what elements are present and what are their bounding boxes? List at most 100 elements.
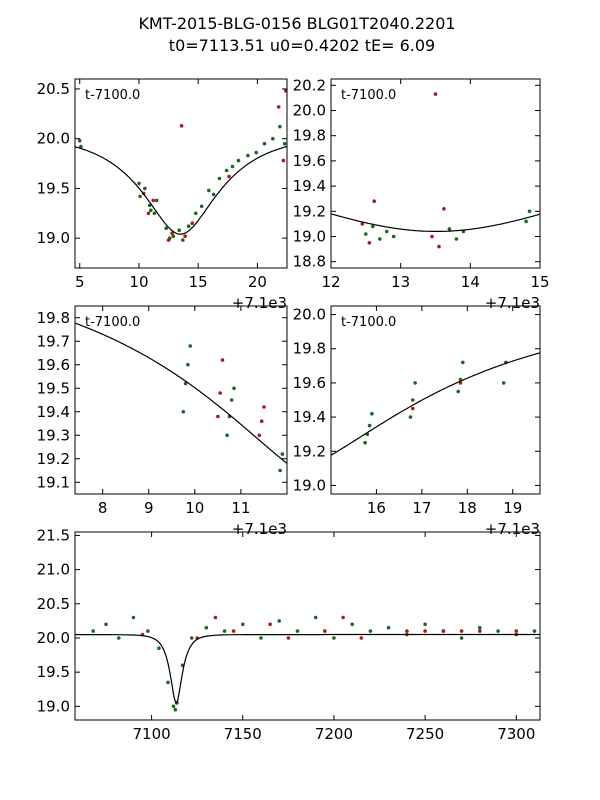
y-tick-label: 21.0 [37,561,70,579]
data-point-red [423,629,427,633]
panel-frame [74,531,541,721]
data-point-green [246,153,250,158]
data-point-green [146,629,150,633]
data-point-red [146,211,151,216]
y-tick-label: 20.5 [37,80,70,98]
data-point-green [181,238,185,242]
data-point-green [217,176,222,181]
x-tick-label: 10 [129,273,148,291]
data-point-green [131,615,136,620]
data-point-red [430,234,434,239]
y-tick-label: 19.6 [293,152,326,170]
figure-title-line1: KMT-2015-BLG-0156 BLG01T2040.2201 [138,14,455,33]
data-point-green [229,398,234,402]
y-tick-label: 19.5 [37,179,70,197]
data-point-green [211,192,216,197]
data-point-red [257,433,262,438]
data-point-green [478,625,482,630]
panel-zoom-4: 16 17 18 19 19.0 19.2 19.4 19.6 19.8 20.0 t-7100.0… [293,305,541,538]
data-point-green [313,615,318,620]
data-point-red [276,105,281,109]
data-point-green [207,188,211,193]
data-point-red [281,158,286,163]
data-point-red [286,636,291,640]
x-tick-label: 8 [98,499,108,517]
data-point-green [188,344,192,348]
data-point-green [411,398,415,402]
data-point-red [367,241,372,245]
y-tick-label: 18.8 [293,253,326,271]
data-point-red [170,231,174,235]
y-tick-label: 19.8 [293,127,326,145]
data-point-green [384,229,389,234]
data-point-green [496,629,500,633]
panel-frame [74,78,288,269]
model-curve [331,352,540,456]
data-point-red [372,199,377,203]
data-point-green [194,211,198,216]
data-point-green [186,362,190,367]
y-tick-label: 19.5 [37,379,70,397]
data-point-green [137,181,141,186]
data-point-green [368,629,373,633]
data-point-green [370,411,374,416]
y-tick-label: 19.4 [293,177,326,195]
data-point-green [295,629,300,633]
y-tick-label: 20.0 [37,629,70,647]
data-point-green [278,124,282,129]
data-point-red [231,629,236,633]
y-tick-label: 19.6 [293,374,326,392]
data-point-green [459,636,464,640]
data-point-red [360,222,365,226]
data-point-green [186,224,191,228]
x-offset-label: +7.1e3 [485,294,540,312]
data-point-green [350,622,355,627]
data-point-green [282,141,287,146]
data-point-green [280,452,285,456]
data-point-green [230,164,235,169]
data-point-green [364,232,368,236]
plot-area [331,92,540,249]
data-point-red [459,629,464,633]
data-point-red [437,244,441,249]
model-curve [75,633,540,705]
y-tick-label: 19.3 [37,426,70,444]
data-point-green [143,186,147,191]
data-point-green [277,619,282,623]
data-point-green [189,636,194,640]
data-point-green [527,209,532,214]
data-point-red [478,629,482,633]
y-tick-label: 20.0 [37,130,70,148]
data-point-green [413,381,417,385]
y-tick-label: 19.0 [293,476,326,494]
x-tick-label: 7100 [132,725,170,743]
data-point-green [371,224,375,229]
panel-zoom-2: 12 13 14 15 18.8 19.0 19.2 19.4 19.6 19.8 20.0 20.2… [293,76,550,312]
y-tick-label: 20.2 [293,76,326,94]
data-point-green [236,158,241,163]
y-tick-label: 19.0 [293,228,326,246]
data-point-green [386,625,391,630]
data-point-green [232,386,236,391]
data-point-green [456,389,461,394]
data-point-green [166,680,170,685]
x-tick-label: 15 [530,273,549,291]
data-point-red [259,419,264,424]
data-point-green [224,168,229,173]
data-point-green [149,208,153,213]
data-point-green [152,211,157,216]
data-point-green [79,144,83,149]
x-tick-label: 20 [248,273,267,291]
data-point-green [501,381,506,385]
data-point-green [447,227,452,231]
x-tick-label: 14 [461,273,480,291]
panel-frame [330,305,541,495]
data-point-red [441,629,446,633]
y-tick-label: 19.5 [37,663,70,681]
panel-frame [74,305,288,495]
data-point-green [173,707,178,712]
data-point-green [259,636,263,640]
data-point-green [254,150,258,155]
